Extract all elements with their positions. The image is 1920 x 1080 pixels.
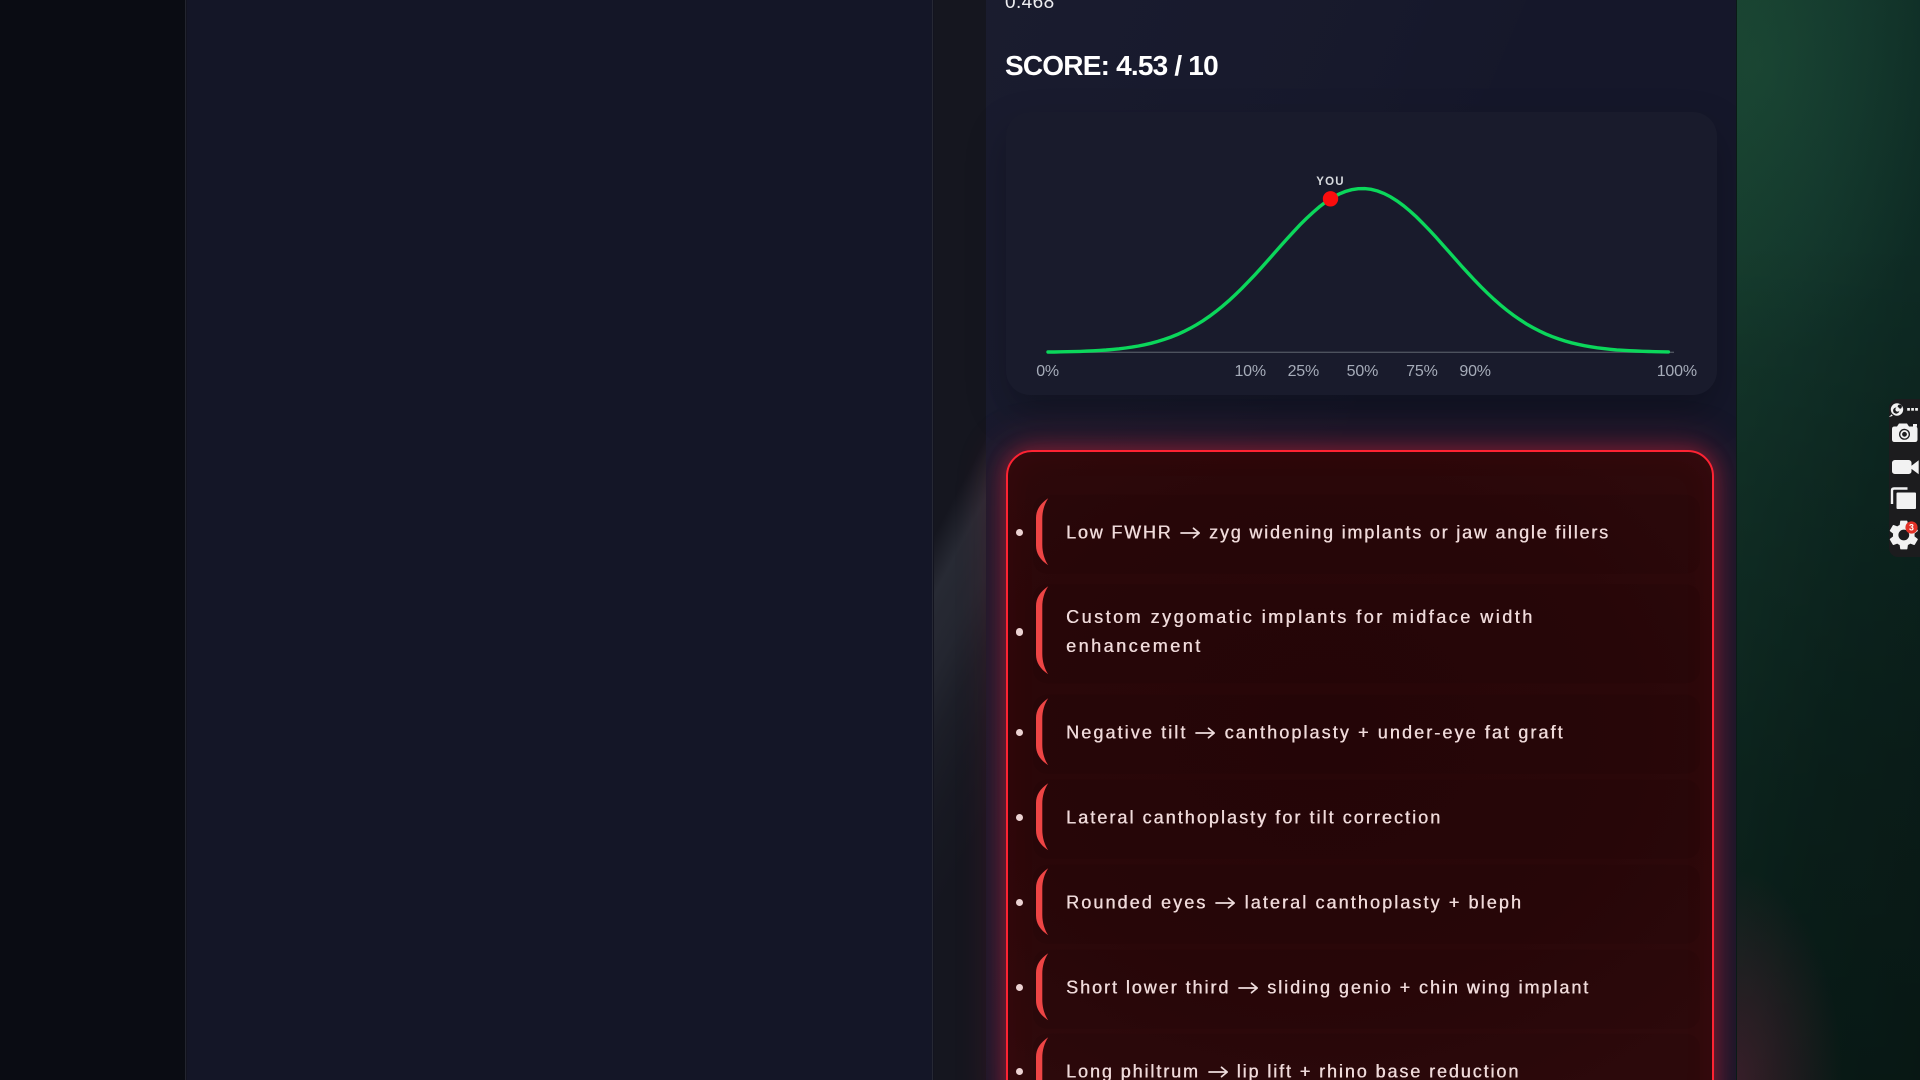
svg-text:3: 3 (1909, 523, 1914, 533)
svg-text:75%: 75% (1406, 363, 1437, 380)
svg-text:50%: 50% (1347, 363, 1378, 380)
svg-text:25%: 25% (1288, 363, 1319, 380)
svg-text:YOU: YOU (1316, 176, 1345, 188)
svg-text:90%: 90% (1459, 363, 1490, 380)
svg-text:100%: 100% (1657, 363, 1697, 380)
svg-text:0%: 0% (1036, 363, 1059, 380)
svg-text:10%: 10% (1234, 363, 1265, 380)
